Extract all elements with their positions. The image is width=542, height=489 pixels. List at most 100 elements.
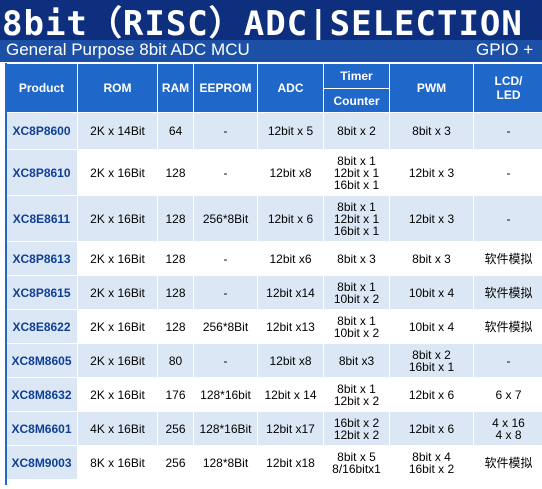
header-counter: Counter: [323, 88, 390, 113]
timer-cell: 8bit x 1 12bit x 1 16bit x 1: [323, 149, 390, 196]
pwm-cell: 8bit x 3: [389, 241, 474, 276]
pwm-line: 12bit x 6: [408, 387, 455, 402]
adc-cell: 12bit x18: [257, 445, 324, 480]
header-led: LED: [496, 88, 521, 102]
subtitle-right: GPIO +: [476, 40, 534, 59]
rom-cell: 4K x 16Bit: [77, 411, 158, 446]
timer-line: 16bit x 1: [333, 223, 380, 238]
lcd-cell: 软件模拟: [473, 275, 542, 310]
lcd-cell: 软件模拟: [473, 309, 542, 344]
timer-cell: 8bit x 3: [323, 241, 390, 276]
pwm-line: 8bit x 4: [412, 449, 451, 464]
lcd-line: -: [506, 353, 511, 368]
title-banner: 8bit（RISC）ADC|SELECTION GU: [0, 0, 542, 40]
adc-cell: 12bit x13: [257, 309, 324, 344]
pwm-line: 12bit x 3: [408, 211, 455, 226]
rom-cell: 2K x 16Bit: [77, 149, 158, 196]
product-cell: XC8P8600: [5, 112, 78, 150]
lcd-line: 软件模拟: [484, 455, 533, 470]
table-row: XC8P8600 2K x 14Bit 64-12bit x 5 8bit x 2 8b…: [5, 112, 542, 150]
lcd-line: -: [506, 165, 511, 180]
ram-cell: 64: [157, 112, 194, 150]
product-cell: XC8P8610: [5, 149, 78, 196]
lcd-cell: 软件模拟: [473, 445, 542, 480]
rom-cell: 2K x 16Bit: [77, 377, 158, 412]
eeprom-cell: -: [193, 241, 258, 276]
timer-cell: 16bit x 2 12bit x 2: [323, 411, 390, 446]
pwm-cell: 10bit x 4: [389, 309, 474, 344]
timer-line: 8bit x 2: [337, 124, 376, 138]
ram-cell: 256: [157, 411, 194, 446]
adc-cell: 12bit x8: [257, 343, 324, 378]
ram-cell: 128: [157, 309, 194, 344]
pwm-cell: 10bit x 4: [389, 275, 474, 310]
eeprom-cell: 128*8Bit: [193, 445, 258, 480]
lcd-line: -: [506, 124, 511, 138]
eeprom-cell: 256*8Bit: [193, 195, 258, 242]
table-row: XC8P8613 2K x 16Bit 128-12bit x6 8bit x 3 8b…: [5, 241, 542, 276]
lcd-line: -: [506, 211, 511, 226]
eeprom-cell: -: [193, 275, 258, 310]
selection-table: Product ROM RAM EEPROM ADC Timer PWM LCD…: [5, 63, 542, 480]
eeprom-cell: -: [193, 149, 258, 196]
lcd-cell: -: [473, 195, 542, 242]
timer-line: 8bit x 1: [337, 153, 376, 168]
header-ram: RAM: [157, 63, 194, 113]
pwm-line: 10bit x 4: [408, 319, 455, 334]
eeprom-cell: -: [193, 112, 258, 150]
rom-cell: 2K x 14Bit: [77, 112, 158, 150]
timer-cell: 8bit x3: [323, 343, 390, 378]
eeprom-cell: 256*8Bit: [193, 309, 258, 344]
table-row: XC8P8610 2K x 16Bit 128-12bit x8 8bit x 1 12…: [5, 149, 542, 196]
table-row: XC8E8611 2K x 16Bit 128 256*8Bit 12bit x 6 8b…: [5, 195, 542, 242]
pwm-line: 12bit x 3: [408, 165, 455, 180]
timer-line: 8bit x 1: [337, 381, 376, 396]
ram-cell: 128: [157, 275, 194, 310]
rom-cell: 8K x 16Bit: [77, 445, 158, 480]
timer-line: 10bit x 2: [333, 291, 380, 306]
adc-cell: 12bit x17: [257, 411, 324, 446]
table-row: XC8M8632 2K x 16Bit 176 128*16bit 12bit x 14…: [5, 377, 542, 412]
timer-cell: 8bit x 1 12bit x 2: [323, 377, 390, 412]
timer-line: 8bit x 1: [337, 199, 376, 214]
pwm-cell: 12bit x 6: [389, 377, 474, 412]
product-cell: XC8M8605: [5, 343, 78, 378]
adc-cell: 12bit x 14: [257, 377, 324, 412]
product-cell: XC8M6601: [5, 411, 78, 446]
pwm-line: 8bit x 3: [412, 124, 451, 138]
timer-line: 8bit x 1: [337, 279, 376, 294]
pwm-line: 16bit x 2: [408, 461, 455, 476]
rom-cell: 2K x 16Bit: [77, 195, 158, 242]
pwm-line: 8bit x 2: [412, 347, 451, 362]
pwm-line: 8bit x 3: [412, 251, 451, 266]
pwm-cell: 8bit x 2 16bit x 1: [389, 343, 474, 378]
product-cell: XC8P8613: [5, 241, 78, 276]
table-row: XC8E8622 2K x 16Bit 128 256*8Bit 12bit x13 8b…: [5, 309, 542, 344]
table-row: XC8M8605 2K x 16Bit 80-12bit x8 8bit x3 8bit…: [5, 343, 542, 378]
subtitle-bar: General Purpose 8bit ADC MCU GPIO +: [0, 40, 542, 62]
adc-cell: 12bit x14: [257, 275, 324, 310]
timer-cell: 8bit x 1 12bit x 1 16bit x 1: [323, 195, 390, 242]
timer-line: 8bit x 3: [337, 251, 376, 266]
pwm-line: 10bit x 4: [408, 285, 455, 300]
pwm-cell: 12bit x 3: [389, 195, 474, 242]
adc-cell: 12bit x8: [257, 149, 324, 196]
timer-line: 8bit x3: [338, 353, 375, 368]
lcd-cell: -: [473, 112, 542, 150]
eeprom-cell: 128*16Bit: [193, 411, 258, 446]
header-pwm: PWM: [389, 63, 474, 113]
timer-line: 8/16bitx1: [332, 461, 381, 476]
lcd-cell: -: [473, 343, 542, 378]
ram-cell: 80: [157, 343, 194, 378]
table-row: XC8M9003 8K x 16Bit 256 128*8Bit 12bit x18 8b…: [5, 445, 542, 480]
lcd-line: 6 x 7: [495, 387, 522, 402]
pwm-cell: 12bit x 3: [389, 149, 474, 196]
eeprom-cell: 128*16bit: [193, 377, 258, 412]
header-lcd-led: LCD/ LED: [473, 63, 542, 113]
timer-line: 16bit x 2: [333, 415, 380, 430]
product-cell: XC8M9003: [5, 445, 78, 480]
header-timer: Timer: [323, 63, 390, 89]
adc-cell: 12bit x 6: [257, 195, 324, 242]
eeprom-cell: -: [193, 343, 258, 378]
